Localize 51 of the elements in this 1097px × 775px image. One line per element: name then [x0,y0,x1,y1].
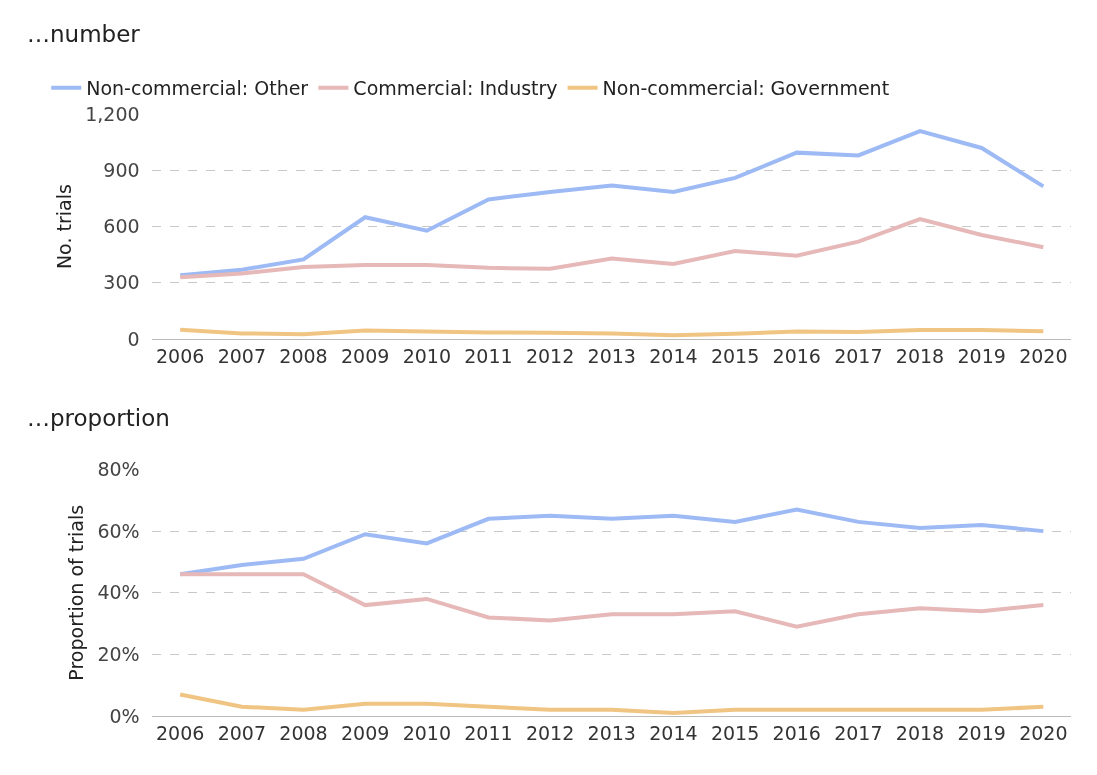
line-series [178,572,1046,629]
line-series [178,129,1046,278]
y-tick-label: 60% [97,519,140,542]
x-tick-label: 2015 [710,344,760,367]
x-tick-label: 2014 [649,344,698,367]
x-tick-label: 2006 [156,344,205,367]
y-axis-title: Proportion of trials [65,504,88,681]
x-tick-label: 2010 [402,721,451,744]
x-tick-label: 2014 [649,721,698,744]
legend-label: Commercial: Industry [353,77,558,100]
x-tick-label: 2016 [772,344,821,367]
line-series [178,692,1046,715]
y-tick-label: 1,200 [85,102,140,125]
legend-label: Non-commercial: Government [602,77,890,100]
x-tick-label: 2006 [156,721,205,744]
x-tick-label: 2013 [587,721,636,744]
y-tick-label: 40% [97,581,140,604]
y-tick-label: 20% [97,643,140,666]
x-tick-label: 2015 [710,721,760,744]
x-tick-label: 2019 [957,721,1006,744]
x-tick-label: 2016 [772,721,821,744]
chart-title: …number [27,21,141,47]
line-series [178,217,1046,280]
x-tick-label: 2007 [217,721,267,744]
chart-title: …proportion [27,405,170,431]
legend-label: Non-commercial: Other [86,77,309,100]
y-tick-label: 0% [109,704,140,727]
y-tick-label: 900 [103,159,140,182]
x-tick-label: 2020 [1019,344,1068,367]
x-tick-label: 2008 [279,344,328,367]
x-tick-label: 2019 [957,344,1006,367]
x-tick-label: 2017 [834,721,883,744]
x-tick-label: 2020 [1019,721,1068,744]
y-tick-label: 80% [97,458,140,481]
x-tick-label: 2018 [895,721,945,744]
y-tick-label: 600 [103,215,140,238]
x-tick-label: 2007 [217,344,267,367]
x-tick-label: 2009 [340,721,390,744]
y-tick-label: 300 [103,271,140,294]
x-tick-label: 2017 [834,344,883,367]
x-tick-label: 2013 [587,344,636,367]
x-tick-label: 2011 [464,721,513,744]
y-axis-title: No. trials [53,184,76,270]
x-tick-label: 2012 [525,344,575,367]
y-tick-label: 0 [127,327,140,350]
x-tick-label: 2009 [340,344,390,367]
x-tick-label: 2018 [895,344,945,367]
x-tick-label: 2008 [279,721,328,744]
x-tick-label: 2010 [402,344,451,367]
x-tick-label: 2012 [525,721,575,744]
x-tick-label: 2011 [464,344,513,367]
